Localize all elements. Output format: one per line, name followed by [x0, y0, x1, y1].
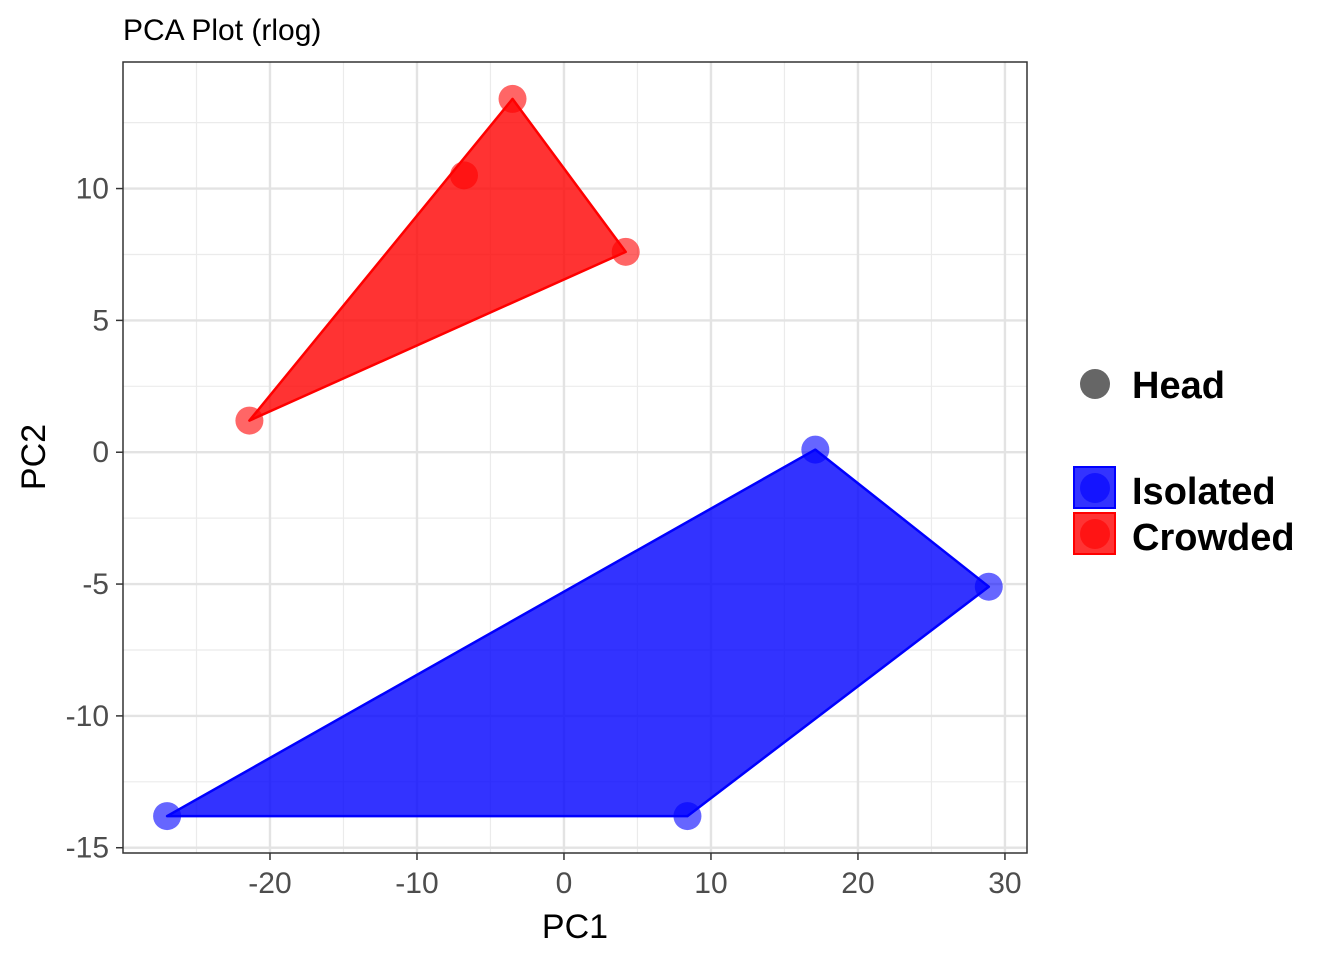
point-isolated [974, 572, 1003, 601]
hull-crowded [248, 97, 627, 422]
x-axis-ticks: -20 -10 0 10 20 30 [248, 853, 1022, 900]
legend-head-symbol [1080, 369, 1110, 399]
point-isolated [153, 802, 182, 831]
legend-isolated-symbol [1080, 473, 1110, 503]
point-isolated [673, 802, 702, 831]
legend-head-label: Head [1132, 365, 1225, 407]
y-tick-label: -10 [66, 700, 109, 733]
group-hulls [165, 97, 991, 818]
point-crowded [611, 237, 640, 266]
x-tick-label: 0 [556, 867, 573, 900]
y-tick-label: 10 [76, 173, 109, 206]
hull-isolated [165, 448, 991, 818]
data-points [153, 84, 1003, 831]
legend-isolated-label: Isolated [1132, 471, 1276, 513]
legend-crowded-label: Crowded [1132, 517, 1295, 559]
legend: Head Isolated Crowded [1073, 365, 1295, 559]
x-tick-label: -10 [395, 867, 438, 900]
plot-panel-border [122, 61, 1028, 854]
point-crowded [450, 161, 479, 190]
chart-title: PCA Plot (rlog) [123, 14, 321, 47]
y-tick-label: -15 [66, 832, 109, 865]
point-crowded [498, 84, 527, 113]
x-tick-label: 20 [841, 867, 874, 900]
x-axis-title: PC1 [542, 908, 608, 946]
legend-crowded-symbol [1080, 519, 1110, 549]
x-tick-label: 30 [988, 867, 1021, 900]
y-axis-ticks: -15 -10 -5 0 5 10 [66, 173, 123, 865]
y-tick-label: 5 [92, 304, 109, 337]
point-crowded [235, 406, 264, 435]
point-isolated [801, 435, 830, 464]
y-tick-label: -5 [82, 568, 109, 601]
y-axis-title: PC2 [15, 424, 53, 490]
y-tick-label: 0 [92, 436, 109, 469]
x-tick-label: -20 [248, 867, 291, 900]
x-tick-label: 10 [694, 867, 727, 900]
